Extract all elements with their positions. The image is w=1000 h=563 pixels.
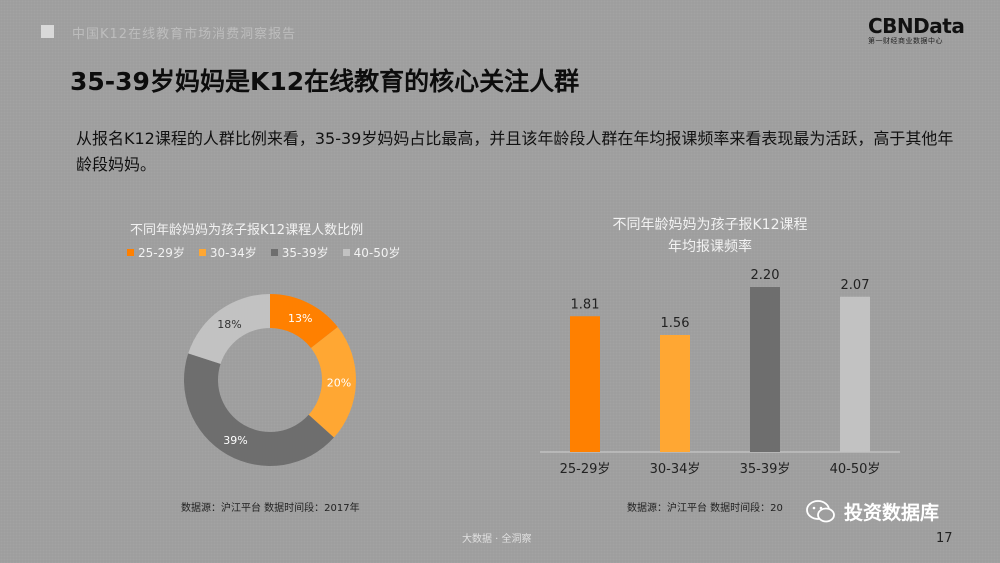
legend-swatch (198, 249, 206, 256)
data-source-left: 数据源：沪江平台 数据时间段：2017年 (181, 503, 360, 514)
legend-label: 40-50岁 (353, 246, 401, 260)
data-source-right: 数据源：沪江平台 数据时间段：20 (627, 503, 783, 514)
legend-item-40-50: 40-50岁 (342, 244, 401, 261)
x-tick-label: 40-50岁 (830, 462, 881, 477)
legend-label: 30-34岁 (209, 246, 257, 260)
logo-subtext: 第一财经商业数据中心 (868, 37, 943, 45)
legend-label: 35-39岁 (281, 246, 329, 260)
bar-chart-title: 不同年龄妈妈为孩子报K12课程 年均报课频率 (560, 214, 860, 258)
legend-swatch (127, 249, 134, 256)
cbndata-logo: CBNData 第一财经商业数据中心 (868, 14, 965, 46)
x-tick-label: 25-29岁 (560, 462, 611, 477)
wechat-icon (806, 499, 835, 522)
legend-item-25-29: 25-29岁 (127, 244, 185, 261)
donut-slice-label: 20% (327, 376, 351, 389)
donut-slice (184, 353, 334, 466)
donut-slice (188, 294, 270, 364)
donut-slice-label: 13% (288, 312, 312, 325)
bar-value-label: 1.56 (661, 316, 690, 331)
header-square-icon (41, 25, 54, 38)
wechat-watermark: 投资数据库 (806, 498, 939, 525)
page-number: 17 (936, 531, 953, 546)
donut-slice-label: 18% (217, 318, 241, 331)
x-tick-label: 30-34岁 (650, 462, 701, 477)
donut-chart: 13% 20% 39% 18% (184, 294, 356, 466)
bar-chart: 1.81 25-29岁 1.56 30-34岁 2.20 35-39岁 2.07 40-50岁 (540, 268, 900, 477)
donut-slice (270, 294, 338, 348)
bar (840, 296, 870, 452)
watermark-text: 投资数据库 (844, 502, 940, 524)
bar-chart-title-line-2: 年均报课频率 (668, 239, 752, 255)
legend-label: 25-29岁 (138, 246, 185, 260)
footer-tagline: 大数据 · 全洞察 (462, 534, 532, 545)
legend-item-35-39: 35-39岁 (270, 244, 329, 261)
page-title: 35-39岁妈妈是K12在线教育的核心关注人群 (70, 67, 580, 96)
donut-legend: 25-29岁 30-34岁 35-39岁 40-50岁 (127, 244, 401, 261)
legend-item-30-34: 30-34岁 (198, 244, 257, 261)
bar-value-label: 2.20 (751, 268, 780, 283)
logo-text: CBNData (868, 14, 965, 38)
bar-chart-title-line-1: 不同年龄妈妈为孩子报K12课程 (612, 217, 808, 233)
bar (750, 287, 780, 452)
legend-swatch (342, 249, 350, 256)
donut-slice (308, 327, 356, 438)
donut-chart-title: 不同年龄妈妈为孩子报K12课程人数比例 (130, 223, 364, 238)
bar (660, 335, 690, 452)
legend-swatch (270, 249, 278, 256)
header-caption: 中国K12在线教育市场消费洞察报告 (72, 27, 297, 42)
bar-value-label: 2.07 (841, 278, 870, 293)
bar-value-label: 1.81 (571, 297, 600, 312)
donut-slice-label: 39% (223, 434, 247, 447)
bar (570, 316, 600, 452)
intro-text: 从报名K12课程的人群比例来看，35-39岁妈妈占比最高，并且该年龄段人群在年均… (76, 129, 954, 174)
x-tick-label: 35-39岁 (740, 462, 791, 477)
